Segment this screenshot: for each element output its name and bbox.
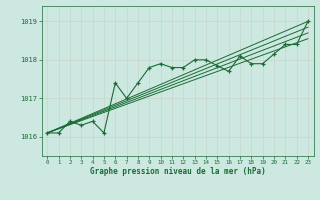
X-axis label: Graphe pression niveau de la mer (hPa): Graphe pression niveau de la mer (hPa) xyxy=(90,167,266,176)
